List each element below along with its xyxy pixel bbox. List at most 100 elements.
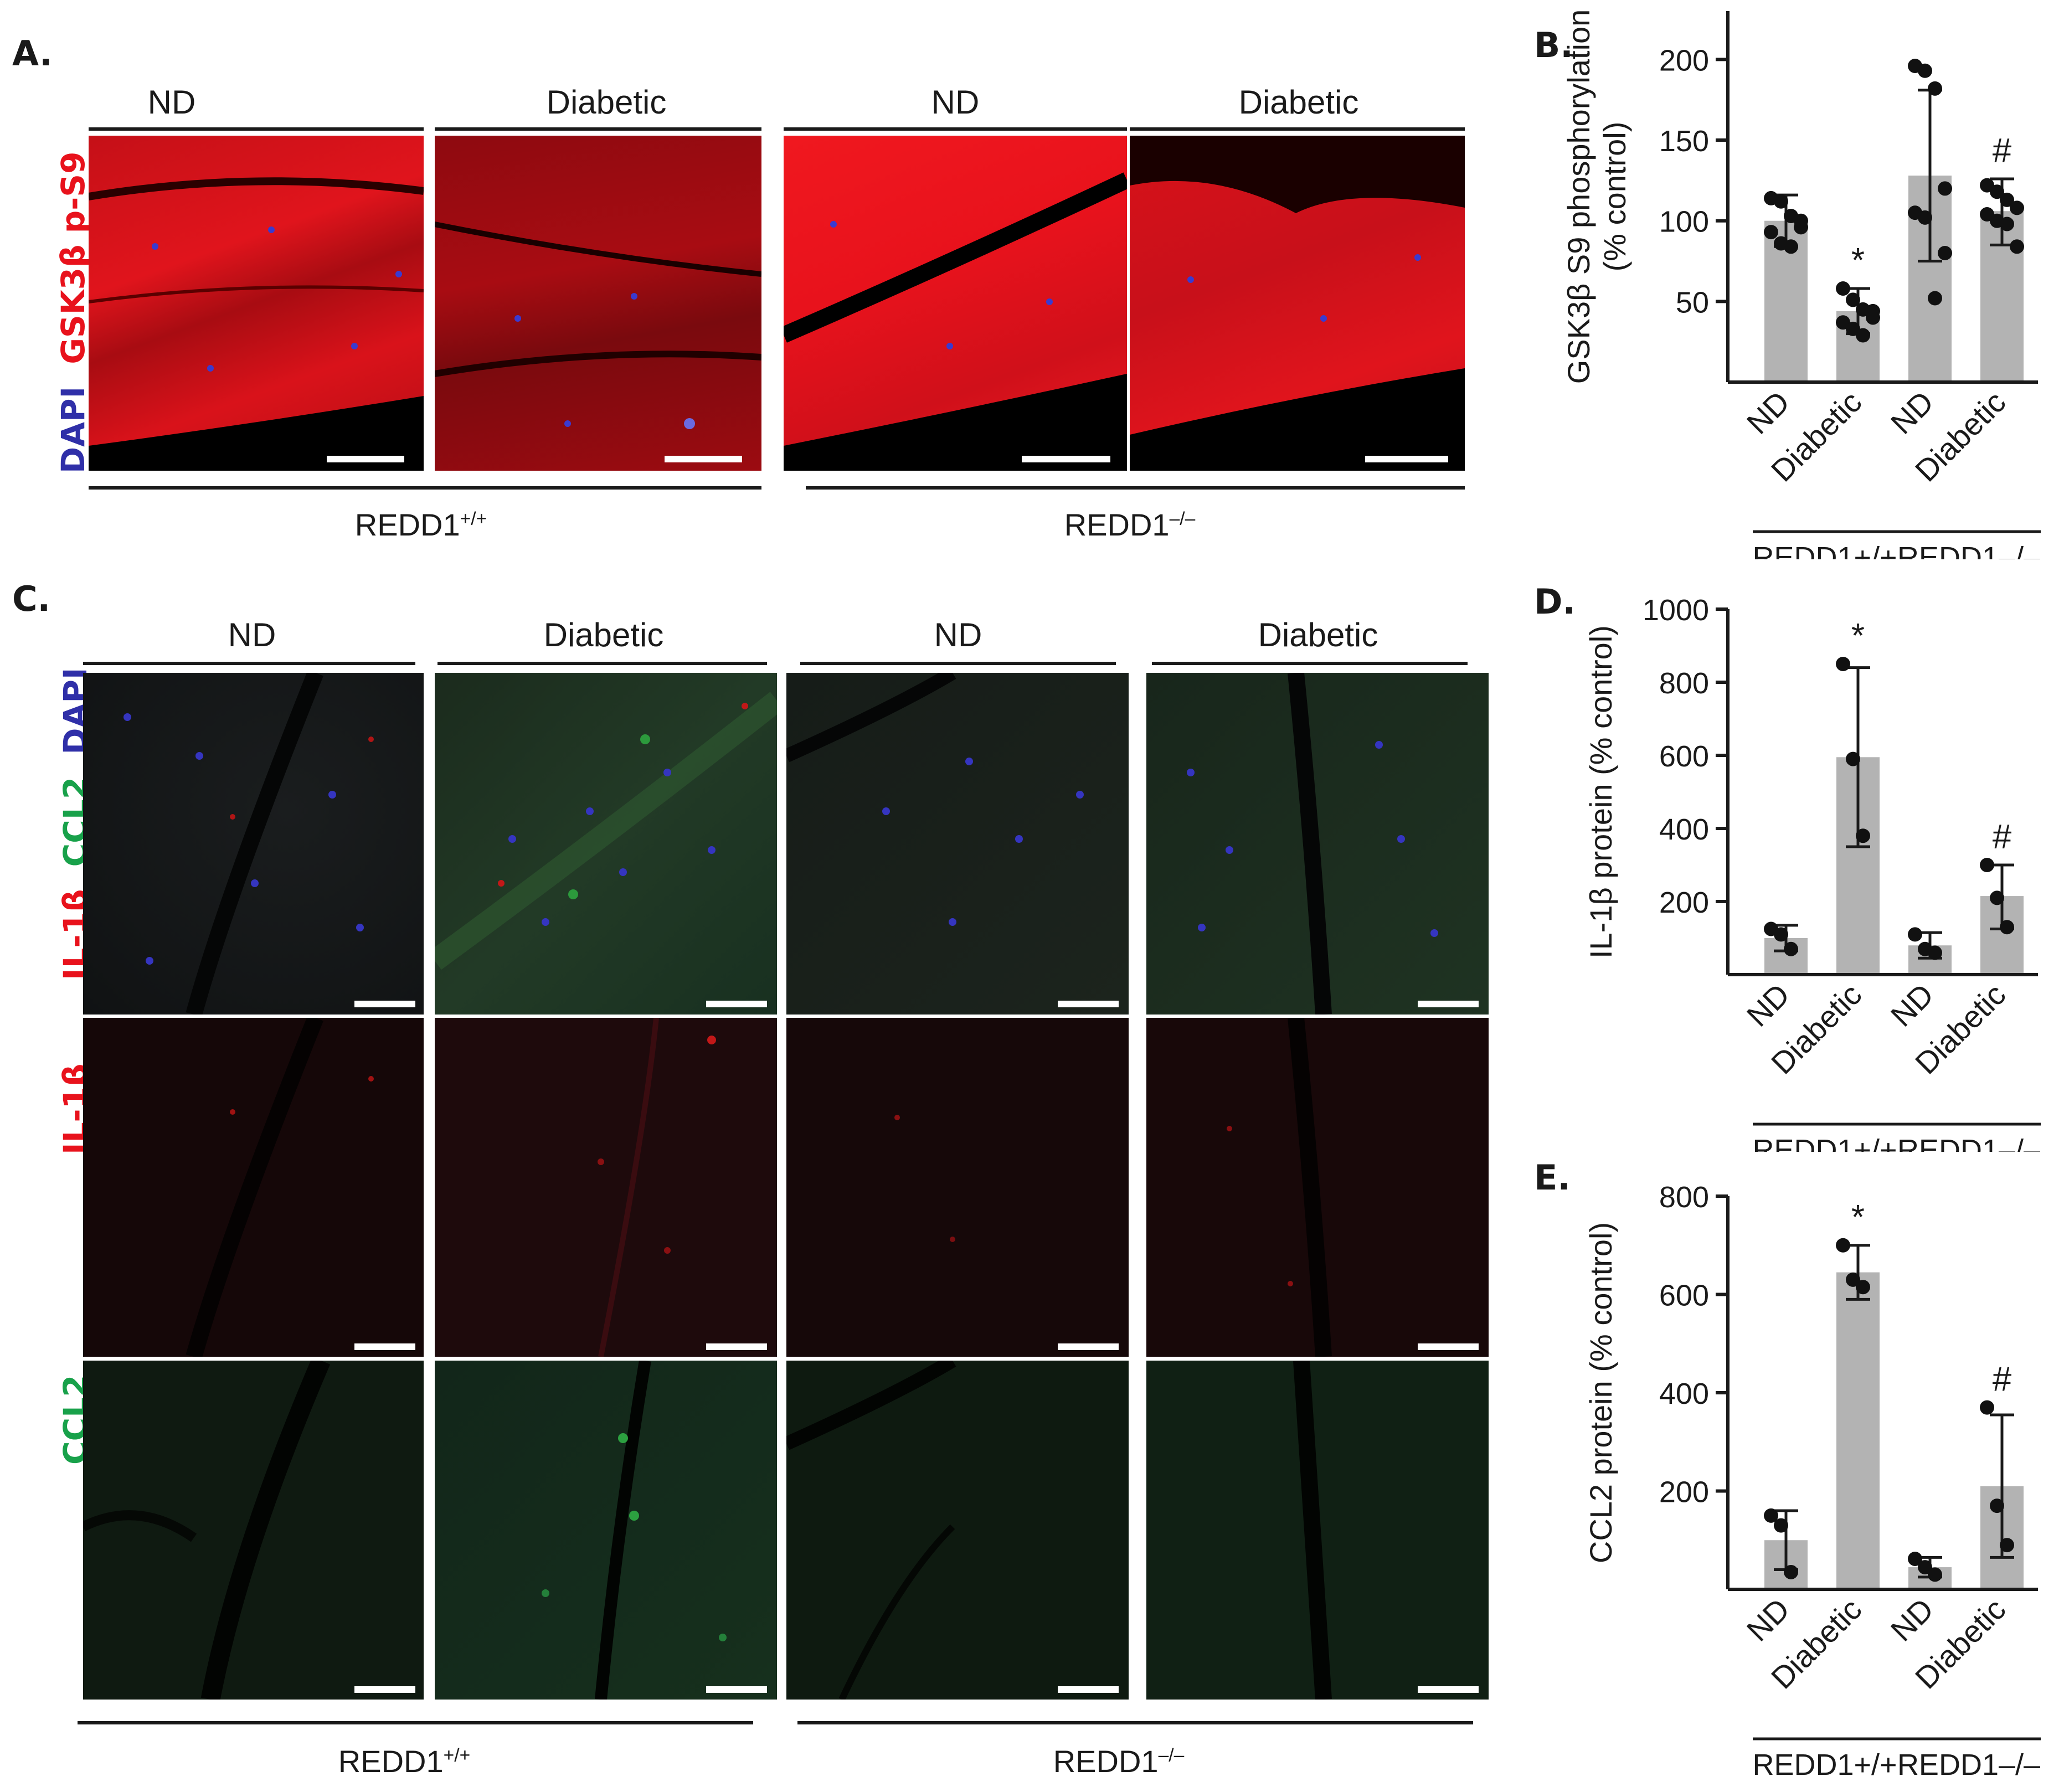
significance-mark: * [1851, 1198, 1865, 1237]
significance-mark: # [1993, 132, 2012, 170]
panel-c-heading-nd-1: ND [228, 616, 276, 653]
panel-label-d: D. [1534, 581, 1576, 622]
panel-a-rule-3 [784, 127, 1127, 131]
panel-c-rule-2 [437, 662, 767, 665]
micrograph-c-merge-wt-diab [435, 673, 777, 1015]
micrograph-a-ko-diab [1130, 136, 1465, 471]
panel-c-heading-nd-2: ND [934, 616, 982, 653]
data-point [1774, 1518, 1788, 1533]
data-point [1990, 1499, 2004, 1513]
y-tick-label: 1000 [1643, 594, 1709, 627]
dapi-label: DAPI [54, 386, 92, 473]
data-point [1836, 657, 1850, 671]
scale-bar [665, 456, 742, 462]
micrograph-c-il1b-ko-nd [786, 1018, 1129, 1357]
category-label: ND [1884, 977, 1941, 1033]
y-tick-label: 200 [1659, 44, 1709, 77]
data-point [1764, 1508, 1778, 1523]
scale-bar [354, 1343, 415, 1350]
significance-mark: * [1851, 241, 1865, 280]
panel-c-rule-1 [83, 662, 415, 665]
geno-sup: +/+ [460, 508, 487, 529]
data-point [1928, 1567, 1942, 1582]
data-point [1836, 1238, 1850, 1253]
geno-base: REDD1 [1053, 1744, 1159, 1779]
data-point [1928, 945, 1942, 960]
y-tick-label: 800 [1659, 1181, 1709, 1214]
data-point [1784, 239, 1798, 254]
data-point [1928, 81, 1942, 96]
data-point [1846, 1272, 1860, 1287]
panel-c-geno-rule-wt [78, 1721, 753, 1724]
data-point [1908, 927, 1922, 942]
panel-a-rule-4 [1130, 127, 1465, 131]
data-point [1856, 828, 1870, 843]
panel-a-heading-nd-1: ND [147, 84, 196, 121]
significance-mark: # [1993, 1361, 2012, 1399]
micrograph-a-wt-nd [89, 136, 424, 471]
scale-bar [706, 1686, 767, 1693]
micrograph-c-merge-wt-nd [83, 673, 424, 1015]
data-point [1856, 1280, 1870, 1295]
group-label: REDD1–/– [1897, 1748, 2040, 1781]
data-point [1784, 1564, 1798, 1579]
panel-c-heading-diab-1: Diabetic [543, 616, 664, 653]
scale-bar [1058, 1001, 1119, 1007]
micrograph-c-il1b-wt-nd [83, 1018, 424, 1357]
data-point [2010, 239, 2024, 254]
panel-label-a: A. [12, 33, 53, 74]
chart-e-ccl2-protein: 200 400 600 800 CCL2 protein (% control) * # ND… [1583, 1181, 2041, 1781]
y-tick-label: 800 [1659, 667, 1709, 700]
geno-sup: +/+ [443, 1745, 471, 1766]
scale-bar [706, 1343, 767, 1350]
data-point [1764, 225, 1778, 240]
data-point [2000, 192, 2014, 207]
panel-c-rule-3 [800, 662, 1116, 665]
y-tick-label: 100 [1659, 205, 1709, 239]
data-point [2010, 200, 2024, 215]
data-point [1866, 303, 1880, 318]
panel-c-geno-wt: REDD1+/+ [294, 1743, 515, 1779]
panel-a-geno-rule-wt [89, 486, 761, 490]
significance-mark: * [1851, 617, 1865, 655]
geno-sup: –/– [1158, 1745, 1185, 1766]
panel-a-geno-ko: REDD1–/– [1019, 507, 1241, 543]
scale-bar [1418, 1686, 1479, 1693]
data-point [1908, 1551, 1922, 1566]
panel-c-geno-rule-ko [797, 1721, 1473, 1724]
data-point [1918, 1560, 1932, 1575]
y-tick-label: 200 [1659, 886, 1709, 919]
panel-a-heading-nd-2: ND [931, 84, 980, 121]
data-point [1784, 941, 1798, 956]
y-tick-label: 400 [1659, 813, 1709, 846]
panel-c-rule-4 [1152, 662, 1468, 665]
data-point [2000, 217, 2014, 231]
category-label: ND [1884, 1592, 1941, 1648]
data-point [1938, 181, 1952, 196]
gsk-label: GSK3β p-S9 [54, 151, 92, 364]
y-axis-label-line1: GSK3β S9 phosphorylation [1561, 9, 1596, 384]
y-axis-label: IL-1β protein (% control) [1583, 625, 1618, 959]
scale-bar [1022, 456, 1110, 462]
micrograph-c-merge-ko-diab [1146, 673, 1489, 1015]
scale-bar [354, 1001, 415, 1007]
panel-a-geno-rule-ko [806, 486, 1465, 490]
panel-c-heading-diab-2: Diabetic [1258, 616, 1378, 653]
data-point [1774, 927, 1788, 942]
category-label: ND [1740, 977, 1797, 1033]
scale-bar [1365, 456, 1448, 462]
bar [1836, 1272, 1880, 1589]
data-point [1794, 213, 1808, 228]
geno-base: REDD1 [338, 1744, 444, 1779]
data-point [1990, 184, 2004, 199]
scale-bar [1058, 1686, 1119, 1693]
geno-sup: –/– [1169, 508, 1196, 529]
y-axis-label: CCL2 protein (% control) [1583, 1222, 1618, 1563]
panel-label-b: B. [1534, 25, 1573, 65]
data-point [1980, 1400, 1994, 1415]
category-label: ND [1884, 384, 1941, 441]
category-label: ND [1740, 1592, 1797, 1648]
scale-bar [354, 1686, 415, 1693]
group-label: REDD1+/+ [1752, 1134, 1897, 1152]
panel-a-rule-2 [435, 127, 761, 131]
